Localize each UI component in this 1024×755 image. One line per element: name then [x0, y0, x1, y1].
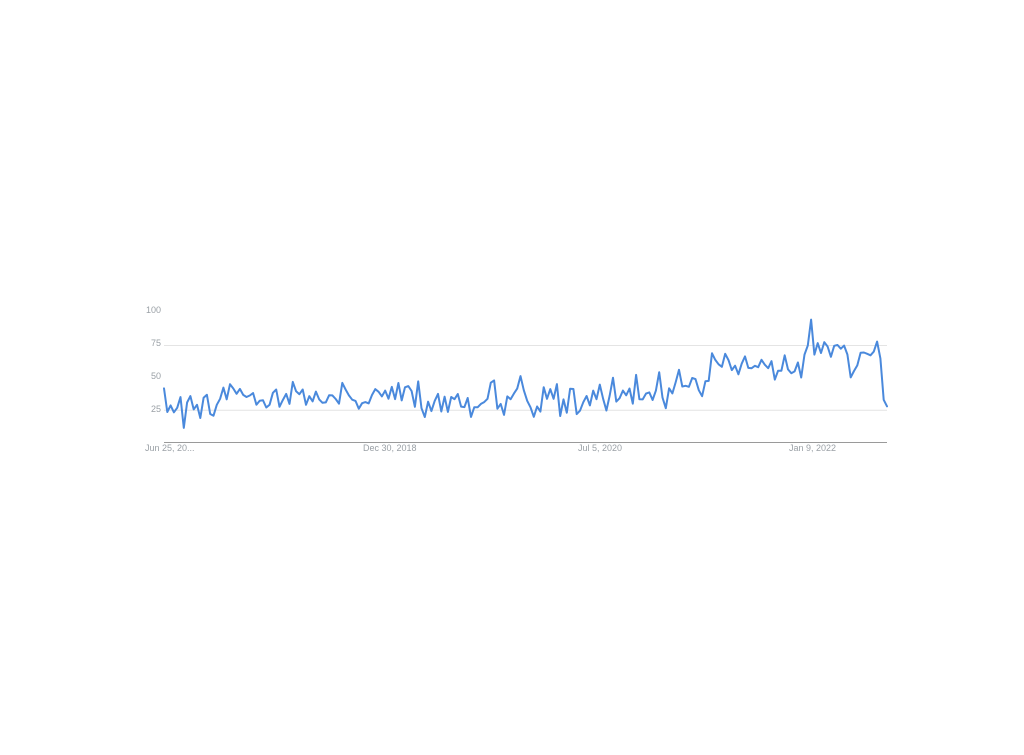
svg-text:Jan 9, 2022: Jan 9, 2022: [789, 443, 836, 453]
svg-text:Jul 5, 2020: Jul 5, 2020: [578, 443, 622, 453]
svg-text:100: 100: [146, 305, 161, 315]
svg-text:50: 50: [151, 371, 161, 381]
svg-text:Jun 25, 20...: Jun 25, 20...: [145, 443, 195, 453]
svg-text:Dec 30, 2018: Dec 30, 2018: [363, 443, 417, 453]
svg-text:75: 75: [151, 338, 161, 348]
svg-text:25: 25: [151, 404, 161, 414]
